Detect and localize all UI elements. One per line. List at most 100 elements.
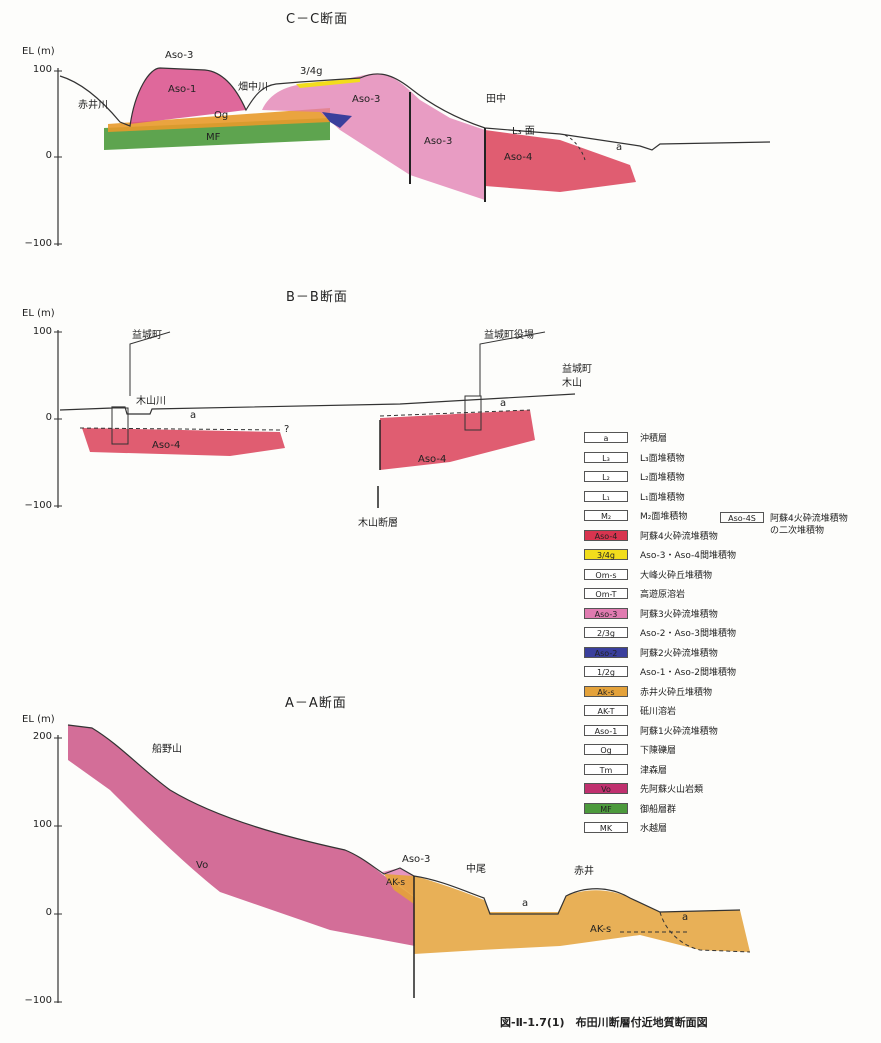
legend-label: L₁面堆積物 — [640, 492, 685, 503]
cc-label-tanaka: 田中 — [486, 94, 506, 105]
bb-tick-100: 100 — [32, 326, 52, 337]
cc-ylabel: EL (m) — [22, 46, 55, 57]
bb-borehole-right — [464, 395, 482, 431]
aa-tick-200: 200 — [32, 731, 52, 742]
cc-surface — [59, 67, 771, 151]
legend-label: 阿蘇1火砕流堆積物 — [640, 726, 718, 737]
aa-label-vo: Vo — [196, 860, 209, 871]
cc-g34-layer — [296, 78, 360, 88]
aa-label-funano: 船野山 — [152, 744, 182, 755]
cc-label-mf: MF — [206, 132, 221, 143]
legend-swatch: Og — [584, 744, 628, 755]
legend-label: 砥川溶岩 — [640, 707, 677, 717]
legend-label: L₃面堆積物 — [640, 453, 685, 464]
legend-swatch: MK — [584, 822, 628, 833]
legend-label: L₂面堆積物 — [640, 473, 685, 483]
legend-swatch: L₂ — [584, 471, 628, 482]
bb-tick-m100: −100 — [24, 500, 52, 511]
legend-label: Aso-1・Aso-2間堆積物 — [640, 668, 736, 678]
aa-ylabel: EL (m) — [22, 714, 55, 725]
cc-tick-0: 0 — [45, 150, 52, 161]
legend-swatch: Aso-1 — [584, 724, 628, 736]
legend-swatch: Aso-3 — [584, 607, 628, 619]
aa-aks-layer — [414, 876, 750, 954]
cc-tick-100: 100 — [32, 64, 52, 75]
legend-swatch: L₃ — [584, 451, 628, 463]
bb-aso4-right — [380, 410, 535, 470]
aa-label-aks: AK-s — [590, 924, 612, 935]
cc-label-aso1: Aso-1 — [168, 84, 197, 95]
legend-swatch: Aso-2 — [584, 646, 628, 658]
legend-extra-box: Aso-4S — [720, 512, 764, 523]
legend-swatch: 1/2g — [584, 666, 628, 677]
legend-label: M₂面堆積物 — [640, 512, 688, 522]
cc-label-l3: L₃ 面 — [512, 126, 535, 137]
aa-label-aso3: Aso-3 — [402, 854, 431, 865]
legend-extra-text2: の二次堆積物 — [770, 526, 825, 536]
bb-section-graphics — [54, 330, 576, 508]
bb-label-kiyama-river: 木山川 — [136, 396, 166, 407]
legend-label: 大峰火砕丘堆積物 — [640, 570, 713, 581]
legend-label: 先阿蘇火山岩類 — [640, 785, 704, 795]
bb-aso4-left — [82, 428, 285, 456]
bb-tick-0: 0 — [45, 412, 52, 423]
aa-label-a2: a — [682, 912, 689, 923]
cc-label-a: a — [616, 142, 623, 153]
figure-caption: 図-Ⅱ-1.7(1) 布田川断層付近地質断面図 — [500, 1016, 708, 1029]
bb-borehole-left — [111, 407, 129, 445]
legend-label: 下陳礫層 — [640, 746, 677, 756]
cc-label-aso3-top: Aso-3 — [165, 50, 194, 61]
cc-section-graphics — [54, 67, 771, 246]
legend-swatch: AK-T — [584, 705, 628, 716]
cc-aso3-layer — [262, 73, 485, 200]
legend-swatch: Aso-4 — [584, 529, 628, 541]
cc-title: C－C断面 — [286, 12, 349, 27]
legend-label: Aso-3・Aso-4間堆積物 — [640, 551, 736, 561]
legend-label: 阿蘇3火砕流堆積物 — [640, 609, 718, 620]
aa-vo-layer — [68, 725, 415, 946]
cc-aso2-layer — [322, 112, 352, 128]
aa-label-aks-small: AK-s — [386, 878, 406, 888]
cc-label-akai-river: 赤井川 — [78, 100, 108, 111]
aa-surface — [67, 724, 741, 915]
bb-label-a1: a — [190, 410, 197, 421]
bb-label-mashiki-kiyama-1: 益城町 — [562, 364, 592, 375]
aa-section-graphics — [54, 724, 751, 1003]
legend-label: 水越層 — [640, 824, 668, 834]
legend-label: 高遊原溶岩 — [640, 590, 686, 600]
bb-ylabel: EL (m) — [22, 308, 55, 319]
bb-label-aso4-right: Aso-4 — [418, 454, 447, 465]
cc-label-aso4: Aso-4 — [504, 152, 533, 163]
cc-aso4-layer — [485, 130, 636, 192]
bb-label-a2: a — [500, 398, 507, 409]
legend-swatch: Om-T — [584, 588, 628, 599]
legend-swatch: Ak-s — [584, 685, 628, 697]
cc-og-layer — [108, 108, 330, 132]
aa-tick-0: 0 — [45, 907, 52, 918]
aa-tick-m100: −100 — [24, 995, 52, 1006]
legend-label: Aso-2・Aso-3間堆積物 — [640, 629, 736, 639]
aa-label-a1: a — [522, 898, 529, 909]
cc-label-og: Og — [214, 110, 229, 121]
legend-extra-text1: 阿蘇4火砕流堆積物 — [770, 514, 848, 524]
bb-label-mashiki: 益城町 — [132, 330, 162, 341]
aa-title: A－A断面 — [285, 696, 347, 711]
aa-tick-100: 100 — [32, 819, 52, 830]
cc-label-g34: 3/4g — [300, 66, 323, 77]
legend-label: 阿蘇4火砕流堆積物 — [640, 531, 718, 542]
legend-swatch: L₁ — [584, 490, 628, 502]
legend-swatch: 3/4g — [584, 549, 628, 560]
bb-label-aso4-left: Aso-4 — [152, 440, 181, 451]
legend-swatch: Tm — [584, 763, 628, 775]
legend-swatch: a — [584, 432, 628, 443]
aa-label-nakao: 中尾 — [466, 864, 486, 875]
cc-aso1-layer — [130, 68, 246, 124]
bb-label-question: ? — [284, 424, 290, 435]
legend-swatch: Om-s — [584, 568, 628, 580]
legend-label: 御船層群 — [640, 804, 677, 815]
bb-label-mashiki-kiyama-2: 木山 — [562, 378, 582, 389]
cc-label-aso3-low: Aso-3 — [424, 136, 453, 147]
bb-label-mashiki-office: 益城町役場 — [484, 330, 534, 341]
legend-label: 沖積層 — [640, 434, 668, 444]
cc-tick-m100: −100 — [24, 238, 52, 249]
